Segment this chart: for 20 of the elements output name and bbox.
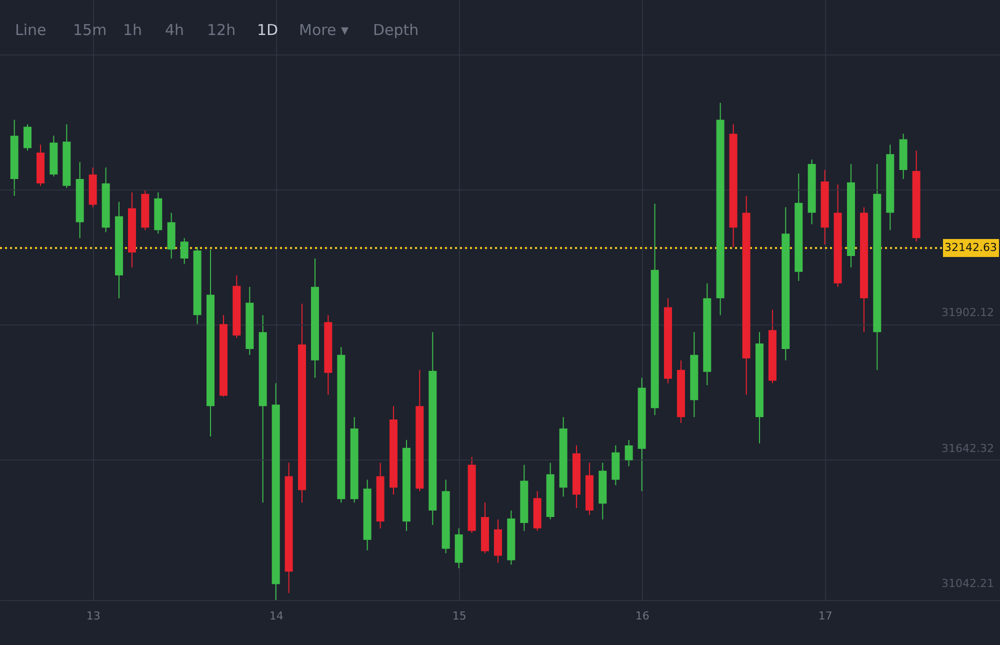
annotation: 31042.21 [942, 577, 994, 590]
annotation: 31642.32 [942, 442, 994, 455]
text: 15m [73, 21, 107, 39]
text: 12h [207, 21, 236, 39]
candlestick [180, 238, 188, 264]
text: 4h [165, 21, 184, 39]
annotation: 31902.12 [942, 306, 994, 319]
x-tick-label: 17 [818, 610, 832, 622]
annotation: 32142.63 [944, 241, 997, 254]
x-tick-label: 15 [452, 610, 466, 622]
text: 1h [123, 21, 142, 39]
text: Line [15, 21, 46, 39]
text: More ▾ [299, 21, 349, 39]
text: Depth [373, 21, 419, 39]
candlestick [624, 439, 633, 467]
text: 1D [257, 21, 278, 39]
x-tick-label: 16 [635, 610, 650, 622]
x-tick-label: 13 [86, 610, 100, 622]
x-tick-label: 14 [269, 610, 284, 622]
candlestick [24, 124, 32, 152]
